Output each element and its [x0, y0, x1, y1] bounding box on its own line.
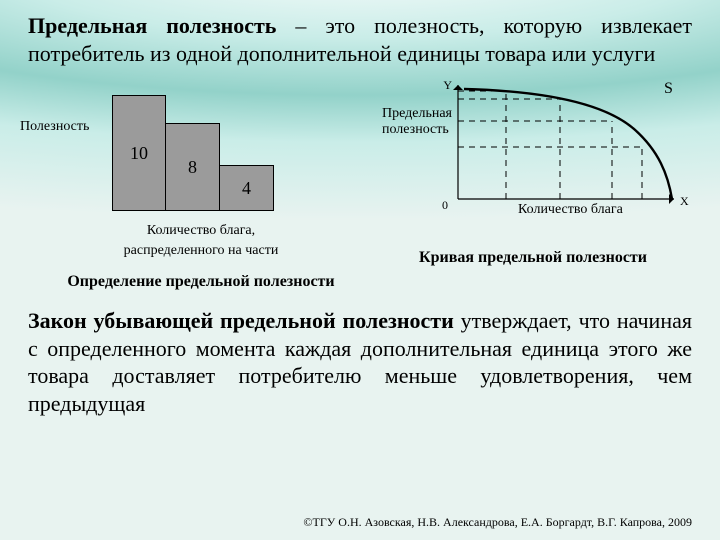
left-caption-line1: Количество блага, [28, 223, 374, 239]
bars-container: 1084 [112, 95, 274, 211]
right-column: Y X 0 S Предельнаяполезность Количество блага… [374, 79, 692, 291]
svg-text:Предельная: Предельная [382, 106, 453, 121]
bar-1: 10 [112, 95, 166, 211]
law-bold: Закон убывающей предельной полезности [28, 308, 454, 333]
definition-term: Предельная полезность [28, 13, 276, 38]
svg-text:Y: Y [443, 79, 452, 92]
bar-3: 4 [220, 165, 274, 211]
left-column: Полезность 1084 Количество блага, распре… [28, 79, 374, 291]
svg-text:Количество блага: Количество блага [518, 202, 624, 217]
definition-paragraph: Предельная полезность – это полезность, … [28, 12, 692, 67]
curve-svg: Y X 0 S Предельнаяполезность Количество блага [374, 79, 692, 219]
left-caption-line2: распределенного на части [28, 243, 374, 259]
svg-text:X: X [680, 194, 689, 208]
law-paragraph: Закон убывающей предельной полезности ут… [28, 307, 692, 417]
slide: Предельная полезность – это полезность, … [0, 0, 720, 540]
diagram-row: Полезность 1084 Количество блага, распре… [28, 79, 692, 291]
left-y-label: Полезность [20, 119, 89, 135]
svg-text:0: 0 [442, 198, 448, 212]
bar-2: 8 [166, 123, 220, 211]
left-caption-bold: Определение предельной полезности [28, 273, 374, 291]
bar-diagram: Полезность 1084 [28, 79, 374, 219]
svg-text:полезность: полезность [382, 122, 449, 137]
svg-text:S: S [664, 80, 673, 97]
curve-chart: Y X 0 S Предельнаяполезность Количество блага [374, 79, 692, 219]
right-caption-bold: Кривая предельной полезности [374, 249, 692, 267]
copyright: ©ТГУ О.Н. Азовская, Н.В. Александрова, Е… [303, 515, 692, 530]
